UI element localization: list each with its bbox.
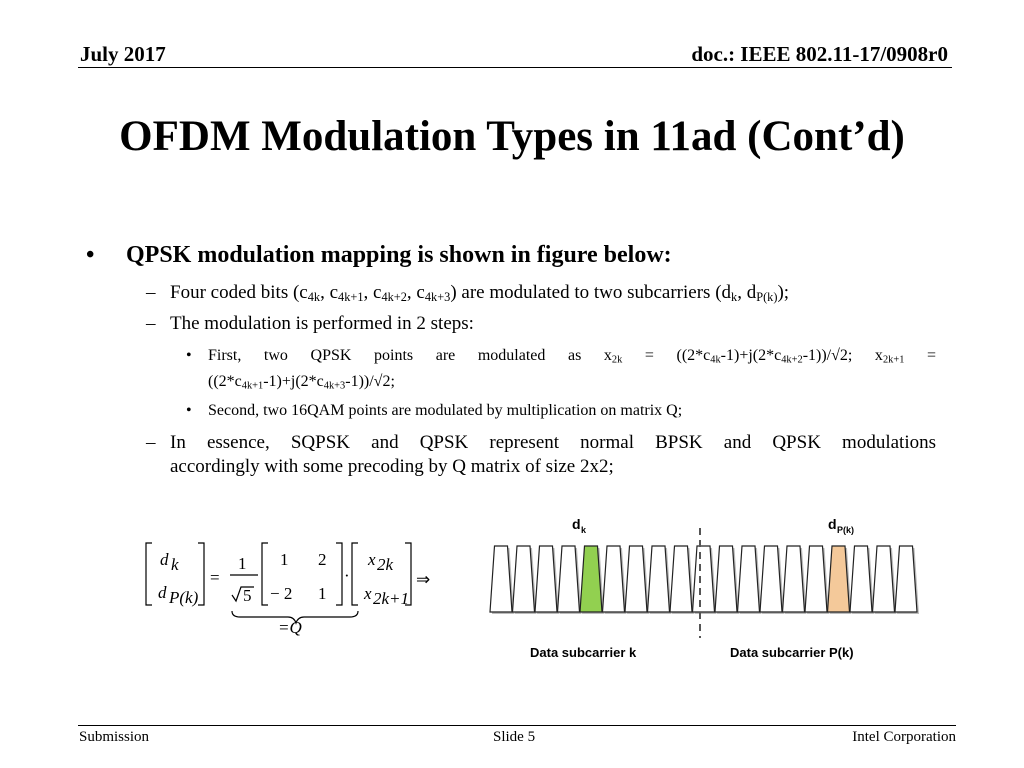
- bracket-left-d: [145, 542, 152, 606]
- subcarrier: [691, 545, 716, 613]
- sub-bullet-text: The modulation is performed in 2 steps:: [170, 313, 474, 334]
- label-dk-sub: k: [581, 525, 587, 535]
- essence-line1: In essence, SQPSK and QPSK represent nor…: [170, 432, 936, 453]
- caption-right: Data subcarrier P(k): [730, 645, 854, 660]
- eq-implies: ⇒: [416, 570, 430, 589]
- label-dpk: d: [828, 516, 837, 532]
- footer-submission: Submission: [79, 729, 150, 745]
- eq-x2: x: [363, 584, 372, 603]
- underbrace: [231, 610, 359, 625]
- footer-slide-number: Slide 5: [493, 729, 536, 745]
- eq-m21: − 2: [270, 584, 292, 603]
- footer-company: Intel Corporation: [852, 729, 956, 745]
- step-first-line1: First, two QPSK points are modulated as …: [208, 347, 937, 366]
- subcarrier: [556, 545, 581, 613]
- subcarrier: [894, 545, 918, 613]
- eq-d-sub-k: k: [171, 555, 179, 574]
- bracket-right-d: [198, 542, 205, 606]
- eq-equals: =: [210, 568, 220, 587]
- eq-q-label: =Q: [278, 618, 302, 637]
- subcarrier: [534, 545, 558, 613]
- eq-x-sub-2k: 2k: [377, 555, 394, 574]
- essence-line2: accordingly with some precoding by Q mat…: [170, 456, 614, 477]
- sub-bullet-text: Four coded bits (c4k, c4k+1, c4k+2, c4k+…: [170, 282, 790, 305]
- eq-d2: d: [158, 583, 167, 602]
- header-date: July 2017: [80, 42, 166, 66]
- subcarrier: [511, 545, 536, 613]
- subcarrier: [489, 545, 513, 613]
- step-first-line2: ((2*c4k+1-1)+j(2*c4k+3-1))/√2;: [208, 373, 395, 392]
- bracket-right-x: [405, 542, 412, 606]
- bullet-dot: •: [186, 347, 192, 364]
- dash-marker: –: [146, 313, 156, 334]
- eq-d-sub-pk: P(k): [168, 588, 199, 607]
- subcarrier-pulses: [489, 545, 919, 614]
- caption-left: Data subcarrier k: [530, 645, 637, 660]
- bracket-left-m-close: [336, 542, 343, 606]
- eq-m12: 2: [318, 550, 327, 569]
- bullet-dot: •: [186, 402, 192, 419]
- eq-x1: x: [367, 550, 376, 569]
- subcarrier: [601, 545, 626, 613]
- eq-m11: 1: [280, 550, 289, 569]
- subcarrier: [804, 545, 828, 613]
- header-rule: [78, 67, 952, 68]
- eq-one: 1: [238, 554, 247, 573]
- subcarrier: [736, 545, 761, 613]
- subcarrier: [669, 545, 693, 613]
- bullet-dot: •: [86, 242, 95, 268]
- subcarrier-pk: [826, 545, 851, 613]
- footer-rule: [78, 725, 956, 726]
- eq-dot: ·: [344, 566, 350, 585]
- dash-marker: –: [146, 282, 156, 303]
- subcarrier: [849, 545, 873, 613]
- subcarrier: [714, 545, 738, 613]
- subcarrier: [871, 545, 896, 613]
- eq-x-sub-2k1: 2k+1: [373, 589, 409, 608]
- dash-marker: –: [146, 432, 156, 453]
- subcarrier: [624, 545, 648, 613]
- header-doc-id: doc.: IEEE 802.11-17/0908r0: [691, 42, 948, 66]
- subcarrier: [759, 545, 783, 613]
- bracket-left-x: [351, 542, 358, 606]
- step-second-text: Second, two 16QAM points are modulated b…: [208, 402, 683, 419]
- sqrt-sign: [231, 586, 254, 603]
- subcarrier-k: [579, 545, 603, 613]
- label-dk: d: [572, 516, 581, 532]
- bracket-left-m: [261, 542, 268, 606]
- eq-d: d: [160, 550, 169, 569]
- subcarrier: [646, 545, 671, 613]
- subcarrier-figure: d k d P(k) Data subcarrier k Data subcar…: [489, 516, 919, 660]
- label-dpk-sub: P(k): [837, 525, 854, 535]
- subcarrier: [781, 545, 806, 613]
- precoding-equation: d k d P(k) = 1 5 1 2 − 2 1 · x 2k x 2k+1…: [145, 542, 430, 637]
- bullet-text: QPSK modulation mapping is shown in figu…: [126, 242, 672, 268]
- eq-m22: 1: [318, 584, 327, 603]
- eq-sqrt5: 5: [243, 586, 252, 605]
- slide-title: OFDM Modulation Types in 11ad (Cont’d): [119, 113, 905, 160]
